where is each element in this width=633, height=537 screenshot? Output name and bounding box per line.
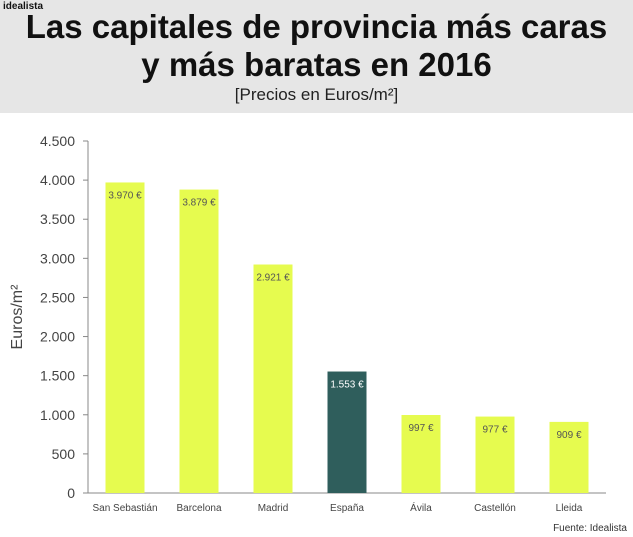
source-note: Fuente: Idealista — [553, 523, 627, 534]
bar — [475, 416, 515, 493]
brand-logo: idealista — [3, 1, 44, 12]
x-category-label: Barcelona — [176, 503, 221, 514]
bar — [401, 415, 441, 493]
chart-title-line-2: y más baratas en 2016 — [141, 46, 492, 83]
x-category-label: España — [330, 503, 364, 514]
bar-data-label: 909 € — [556, 430, 581, 441]
y-tick-label: 0 — [67, 485, 75, 501]
y-tick-label: 1.000 — [40, 407, 75, 423]
y-tick-label: 2.500 — [40, 289, 75, 305]
title-banner: idealista Las capitales de provincia más… — [0, 0, 633, 113]
bar — [327, 371, 367, 493]
x-category-label: Castellón — [474, 503, 516, 514]
y-tick-label: 4.500 — [40, 133, 75, 149]
y-tick-label: 4.000 — [40, 172, 75, 188]
bar — [179, 189, 219, 493]
bar-chart: 0 500 1.000 1.500 2.000 2.500 3.000 3.500 4.000 4… — [9, 133, 606, 514]
x-category-label: San Sebastián — [92, 503, 157, 514]
y-tick-label: 2.000 — [40, 329, 75, 345]
chart-title-line-1: Las capitales de provincia más caras — [25, 8, 608, 45]
bar — [253, 264, 293, 493]
chart-subtitle: [Precios en Euros/m²] — [234, 85, 399, 104]
y-axis-label: Euros/m² — [9, 284, 26, 350]
bar — [105, 182, 145, 494]
bar-data-label: 1.553 € — [330, 380, 364, 391]
bar-data-label: 997 € — [408, 423, 433, 434]
y-tick-label: 3.000 — [40, 250, 75, 266]
y-tick-label: 3.500 — [40, 211, 75, 227]
x-category-label: Lleida — [556, 503, 583, 514]
bar-data-label: 977 € — [482, 425, 507, 436]
y-tick-label: 1.500 — [40, 368, 75, 384]
bar — [549, 421, 589, 493]
bar-data-label: 3.970 € — [108, 190, 142, 201]
x-category-label: Ávila — [410, 501, 432, 514]
bar-data-label: 2.921 € — [256, 273, 290, 284]
bar-data-label: 3.879 € — [182, 198, 216, 209]
x-category-label: Madrid — [258, 503, 289, 514]
y-tick-label: 500 — [52, 446, 76, 462]
